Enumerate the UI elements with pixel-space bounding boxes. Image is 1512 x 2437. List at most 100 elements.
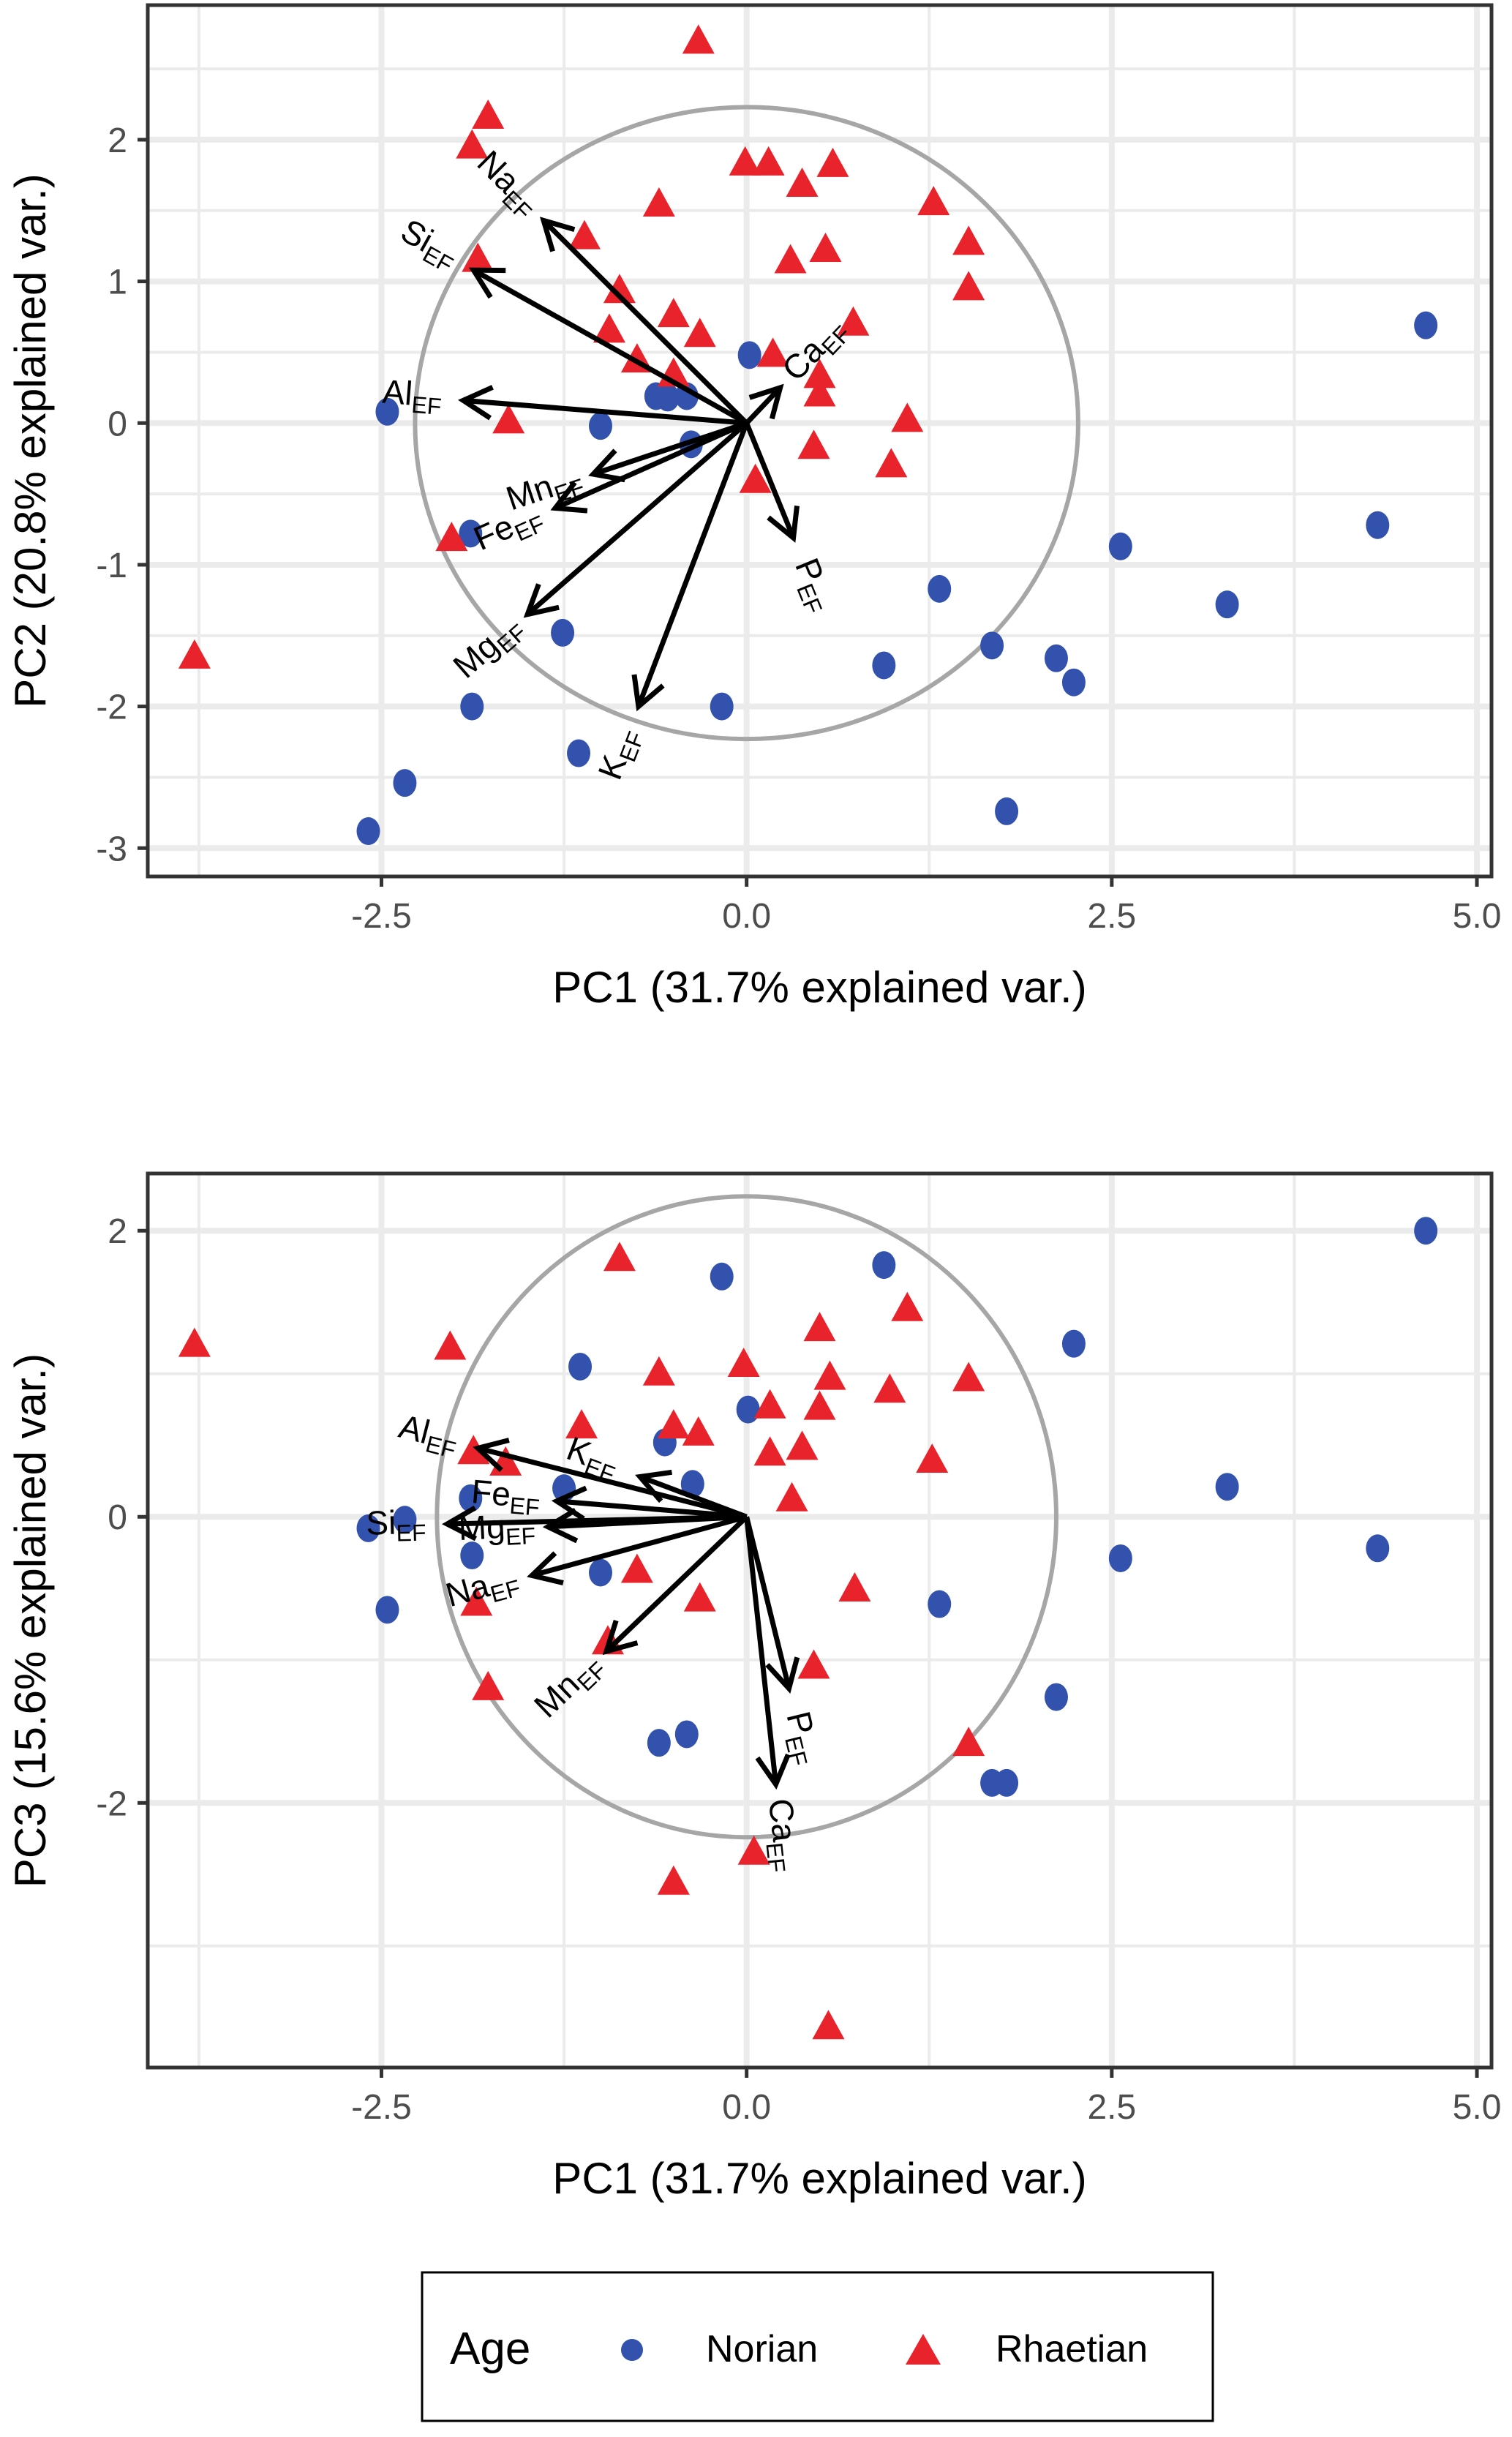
point-norian xyxy=(928,1590,952,1618)
y-tick-label: 1 xyxy=(108,263,127,302)
arrowhead-p xyxy=(767,506,800,543)
y-axis-title: PC2 (20.8% explained var.) xyxy=(6,173,55,707)
point-rhaetian xyxy=(456,129,489,159)
point-rhaetian xyxy=(838,1572,871,1601)
point-norian xyxy=(995,797,1019,825)
arrowhead-fe xyxy=(550,481,588,514)
arrowhead-al xyxy=(473,1438,510,1472)
point-norian xyxy=(1366,511,1390,539)
loading-arrow-al xyxy=(463,397,747,426)
point-rhaetian xyxy=(952,1362,985,1392)
arrowhead-mn xyxy=(602,1620,639,1656)
point-norian xyxy=(674,1720,699,1749)
point-rhaetian xyxy=(178,639,211,669)
point-norian xyxy=(588,1558,612,1587)
loading-label-element: Si xyxy=(366,1503,396,1542)
point-norian xyxy=(1215,590,1239,619)
loading-label-al: AlEF xyxy=(394,1407,463,1464)
point-norian xyxy=(375,397,399,426)
panel-border xyxy=(146,1171,1494,2070)
point-norian xyxy=(710,692,734,721)
point-rhaetian xyxy=(803,1390,836,1420)
point-rhaetian xyxy=(178,1327,211,1357)
legend-title: Age xyxy=(450,2324,530,2374)
loading-arrow-na xyxy=(541,218,749,425)
point-norian xyxy=(1044,1683,1068,1711)
point-norian xyxy=(460,692,484,721)
point-rhaetian xyxy=(603,1242,636,1272)
loading-label-subscript: EF xyxy=(761,1841,790,1874)
point-rhaetian xyxy=(657,1865,690,1895)
arrowhead-na xyxy=(539,217,576,252)
point-rhaetian xyxy=(739,463,772,493)
arrowhead-si xyxy=(442,1505,478,1542)
point-rhaetian xyxy=(593,313,625,343)
loading-arrow-mn xyxy=(604,1514,749,1653)
arrowhead-mg xyxy=(523,583,560,618)
point-norian xyxy=(737,341,761,369)
point-rhaetian xyxy=(682,1416,715,1446)
legend: Age Norian Rhaetian xyxy=(421,2271,1214,2422)
point-norian xyxy=(1061,668,1086,696)
point-norian xyxy=(459,1484,483,1512)
point-norian xyxy=(1108,532,1132,560)
y-tick-label: -1 xyxy=(96,547,127,585)
loading-arrow-mg xyxy=(547,1514,747,1530)
point-norian xyxy=(980,631,1004,660)
point-norian xyxy=(995,1768,1019,1797)
y-tick-label: -2 xyxy=(96,688,127,727)
point-rhaetian xyxy=(756,337,789,367)
x-tick-label: 5.0 xyxy=(1453,897,1502,936)
point-norian xyxy=(588,412,612,440)
loading-arrow-si xyxy=(472,268,748,426)
legend-marker-norian xyxy=(621,2339,643,2361)
loading-arrow-na xyxy=(531,1514,748,1578)
point-rhaetian xyxy=(457,1435,490,1465)
point-norian xyxy=(459,519,483,548)
y-tick-label: 0 xyxy=(108,1498,127,1537)
correlation-circle xyxy=(413,105,1080,742)
point-rhaetian xyxy=(952,1727,985,1757)
point-norian xyxy=(1366,1534,1390,1563)
point-norian xyxy=(356,817,380,846)
loading-arrow-ca xyxy=(744,1516,779,1785)
y-tick-label: -3 xyxy=(96,830,127,868)
point-rhaetian xyxy=(683,1582,716,1612)
point-rhaetian xyxy=(492,404,525,434)
point-norian xyxy=(928,574,952,603)
arrowhead-na xyxy=(527,1551,564,1585)
arrowhead-ca xyxy=(748,383,784,420)
arrowhead-k xyxy=(635,1469,672,1503)
point-norian xyxy=(393,1506,417,1534)
point-rhaetian xyxy=(642,1356,675,1386)
loading-label-element: Fe xyxy=(470,1472,512,1513)
loading-arrow-fe xyxy=(556,1498,747,1520)
loading-arrow-ca xyxy=(745,386,783,425)
point-norian xyxy=(568,1352,593,1381)
arrowhead-k xyxy=(631,674,665,712)
loading-label-element: Ca xyxy=(761,1797,804,1844)
point-norian xyxy=(375,1596,399,1624)
x-tick-label: -2.5 xyxy=(351,897,412,936)
loading-arrow-k xyxy=(639,1474,748,1520)
x-axis-title: PC1 (31.7% explained var.) xyxy=(552,2154,1086,2203)
point-norian xyxy=(1061,1329,1086,1358)
point-norian xyxy=(736,1395,760,1424)
y-axis-title: PC3 (15.6% explained var.) xyxy=(6,1353,55,1888)
point-norian xyxy=(872,1251,896,1280)
point-norian xyxy=(356,1514,380,1542)
point-rhaetian xyxy=(816,147,849,177)
legend-label-norian: Norian xyxy=(706,2328,818,2370)
point-rhaetian xyxy=(917,186,950,216)
point-norian xyxy=(567,739,591,767)
point-norian xyxy=(393,769,417,797)
arrowhead-al xyxy=(458,385,494,421)
point-norian xyxy=(1414,1217,1438,1245)
point-rhaetian xyxy=(786,1430,819,1460)
point-rhaetian xyxy=(434,1330,467,1360)
arrowhead-ca xyxy=(755,1753,791,1790)
point-norian xyxy=(674,382,699,410)
